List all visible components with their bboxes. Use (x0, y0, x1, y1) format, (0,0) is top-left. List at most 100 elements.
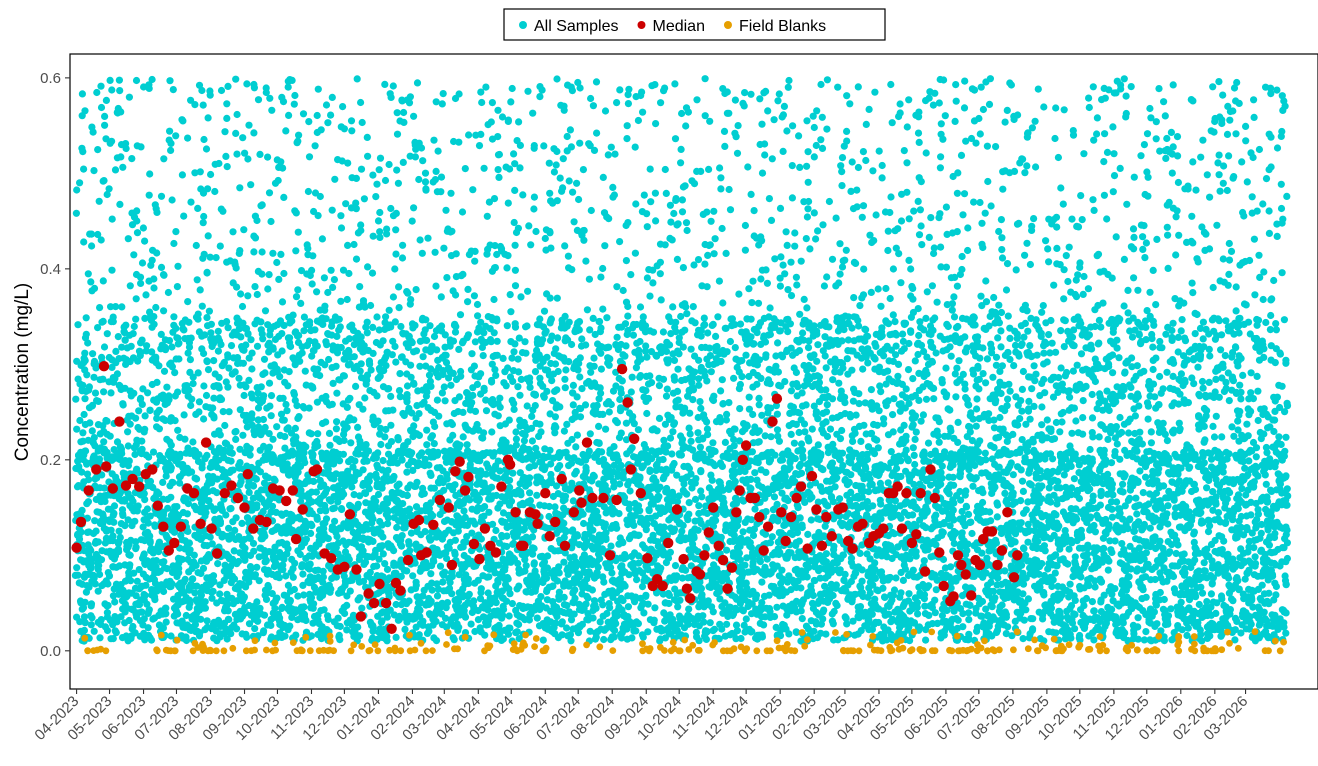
all-samples-point (443, 274, 450, 281)
all-samples-point (492, 264, 499, 271)
all-samples-point (100, 438, 107, 445)
all-samples-point (390, 293, 397, 300)
all-samples-point (286, 368, 293, 375)
all-samples-point (216, 374, 223, 381)
all-samples-point (596, 555, 603, 562)
all-samples-point (133, 295, 140, 302)
all-samples-point (513, 442, 520, 449)
all-samples-point (448, 590, 455, 597)
all-samples-point (318, 126, 325, 133)
all-samples-point (109, 216, 116, 223)
all-samples-point (477, 370, 484, 377)
all-samples-point (546, 229, 553, 236)
all-samples-point (606, 362, 613, 369)
all-samples-point (335, 615, 342, 622)
all-samples-point (398, 456, 405, 463)
all-samples-point (268, 392, 275, 399)
all-samples-point (348, 127, 355, 134)
all-samples-point (329, 284, 336, 291)
all-samples-point (84, 339, 91, 346)
all-samples-point (232, 428, 239, 435)
all-samples-point (603, 314, 610, 321)
all-samples-point (211, 188, 218, 195)
all-samples-point (428, 598, 435, 605)
all-samples-point (563, 421, 570, 428)
all-samples-point (158, 264, 165, 271)
all-samples-point (543, 328, 550, 335)
all-samples-point (325, 356, 332, 363)
all-samples-point (267, 218, 274, 225)
all-samples-point (172, 417, 179, 424)
all-samples-point (481, 165, 488, 172)
all-samples-point (352, 383, 359, 390)
all-samples-point (464, 441, 471, 448)
all-samples-point (536, 93, 543, 100)
all-samples-point (369, 270, 376, 277)
all-samples-point (599, 265, 606, 272)
all-samples-point (333, 533, 340, 540)
all-samples-point (200, 565, 207, 572)
all-samples-point (601, 242, 608, 249)
all-samples-point (387, 393, 394, 400)
all-samples-point (94, 146, 101, 153)
all-samples-point (264, 154, 271, 161)
all-samples-point (494, 107, 501, 114)
all-samples-point (217, 520, 224, 527)
all-samples-point (358, 360, 365, 367)
all-samples-point (400, 159, 407, 166)
all-samples-point (444, 599, 451, 606)
all-samples-point (605, 215, 612, 222)
all-samples-point (602, 534, 609, 541)
all-samples-point (204, 358, 211, 365)
all-samples-point (86, 383, 93, 390)
all-samples-point (85, 476, 92, 483)
all-samples-point (240, 594, 247, 601)
all-samples-point (415, 410, 422, 417)
all-samples-point (432, 283, 439, 290)
all-samples-point (142, 582, 149, 589)
all-samples-point (210, 578, 217, 585)
all-samples-point (367, 302, 374, 309)
all-samples-point (452, 551, 459, 558)
all-samples-point (146, 606, 153, 613)
all-samples-point (584, 306, 591, 313)
all-samples-point (252, 234, 259, 241)
all-samples-point (350, 416, 357, 423)
all-samples-point (117, 108, 124, 115)
all-samples-point (429, 432, 436, 439)
all-samples-point (570, 401, 577, 408)
all-samples-point (587, 430, 594, 437)
all-samples-point (506, 477, 513, 484)
all-samples-point (536, 421, 543, 428)
all-samples-point (455, 346, 462, 353)
all-samples-point (182, 633, 189, 640)
all-samples-point (95, 538, 102, 545)
all-samples-point (196, 398, 203, 405)
all-samples-point (80, 166, 87, 173)
all-samples-point (373, 181, 380, 188)
all-samples-point (323, 486, 330, 493)
all-samples-point (292, 247, 299, 254)
all-samples-point (74, 572, 81, 579)
all-samples-point (532, 392, 539, 399)
all-samples-point (276, 614, 283, 621)
all-samples-point (247, 336, 254, 343)
all-samples-point (593, 634, 600, 641)
all-samples-point (357, 368, 364, 375)
all-samples-point (418, 449, 425, 456)
all-samples-point (142, 412, 149, 419)
all-samples-point (480, 352, 487, 359)
all-samples-point (355, 433, 362, 440)
all-samples-point (133, 207, 140, 214)
all-samples-point (292, 632, 299, 639)
all-samples-point (112, 303, 119, 310)
all-samples-point (472, 248, 479, 255)
all-samples-point (112, 166, 119, 173)
all-samples-point (83, 371, 90, 378)
all-samples-point (455, 624, 462, 631)
all-samples-point (104, 330, 111, 337)
all-samples-point (452, 291, 459, 298)
all-samples-point (93, 89, 100, 96)
all-samples-point (512, 320, 519, 327)
all-samples-point (91, 434, 98, 441)
